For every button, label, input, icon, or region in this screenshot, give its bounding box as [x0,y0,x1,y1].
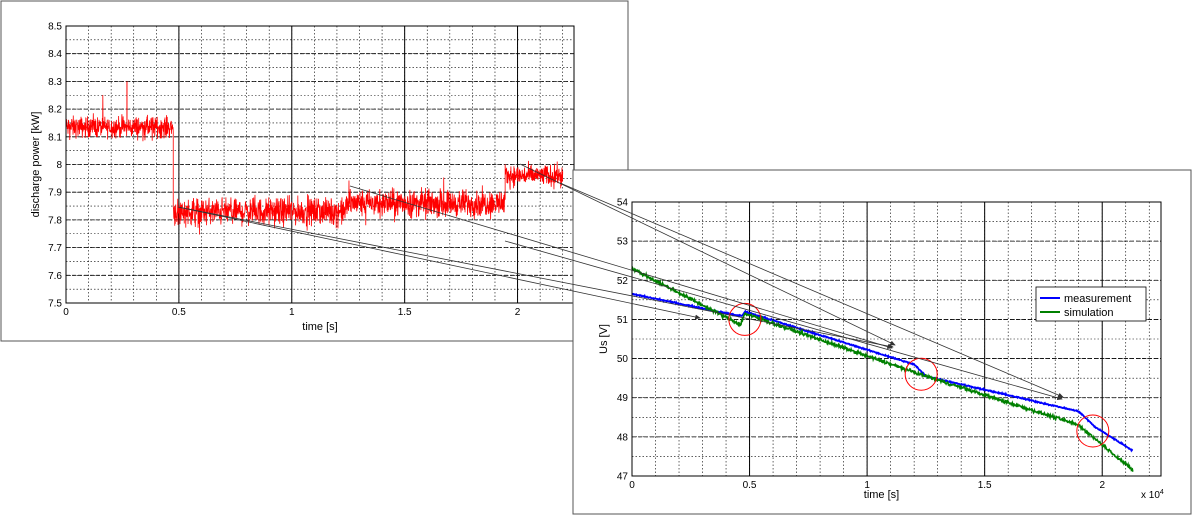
chart1-y-tick-label: 7.6 [48,271,62,282]
connector-arrow [177,206,701,320]
chart2-x-tick-label: 1.5 [978,480,992,491]
chart1-x-tick-label: 0 [63,307,69,318]
chart2-y-tick-label: 49 [617,393,629,404]
chart2-tick-labels: 0 0.5 1 1.5 2 47 48 49 50 51 52 53 54 [617,198,1106,492]
connector-arrow [559,182,1064,398]
chart1-y-tick-label: 8.5 [48,22,62,33]
chart1-y-tick-label: 8.3 [48,77,62,88]
chart2-annotation-circle [904,357,938,391]
chart1-y-tick-label: 7.8 [48,215,62,226]
connector-arrows [177,163,1064,400]
chart2-y-tick-label: 50 [617,354,629,365]
chart2-x-multiplier-base: x 10 [1141,490,1160,501]
chart1-y-tick-label: 8.2 [48,105,62,116]
connector-arrow [349,185,893,349]
chart1-y-tick-label: 7.9 [48,188,62,199]
chart2-legend: measurement simulation [1035,286,1147,322]
chart1-x-tick-label: 0.5 [172,307,186,318]
chart2-y-tick-label: 47 [617,472,629,483]
chart2-annotation-circle [728,302,762,336]
chart1-y-tick-label: 7.7 [48,243,62,254]
chart2-annotations [728,302,1110,448]
chart1-y-tick-label: 7.5 [48,299,62,310]
chart1-y-tick-label: 8.4 [48,49,62,60]
chart2-annotation-circle [1076,414,1110,448]
chart1-y-axis-label: discharge power [kW] [30,112,42,218]
connector-arrow [504,240,1063,400]
chart1-x-axis-label: time [s] [302,321,337,333]
chart2-legend-label-measurement: measurement [1064,293,1131,305]
chart2-x-axis-label: time [s] [864,489,899,501]
chart2-y-tick-label: 48 [617,432,629,443]
chart1-x-tick-label: 1.5 [398,307,412,318]
connector-arrow [177,206,894,349]
chart1-x-tick-label: 1 [289,307,295,318]
chart2-axes-box [631,201,1162,477]
chart1-series [65,81,564,235]
chart2-x-tick-label: 0.5 [743,480,757,491]
connector-arrow [519,163,896,346]
chart1-series-line [65,95,564,235]
chart2-x-tick-label: 2 [1099,480,1105,491]
chart2-legend-box [1035,286,1147,322]
chart2-y-tick-label: 53 [617,237,629,248]
chart2-x-tick-label: 0 [629,480,635,491]
chart1-tick-labels: 0 0.5 1 1.5 2 7.5 7.6 7.7 7.8 7.9 8 8.1 8.2 8.3 8.4 8.5 [48,22,521,319]
chart2-y-tick-label: 52 [617,276,629,287]
chart2-y-axis-label: Us [V] [598,324,610,354]
chart2-x-multiplier-exp: 4 [1160,489,1164,496]
chart2-y-tick-label: 54 [617,198,629,209]
chart1-axes-box [65,25,575,304]
chart2-x-multiplier: x 104 [1141,489,1164,501]
chart2-x-tick-label: 1 [864,480,870,491]
chart1-y-tick-label: 8.1 [48,132,62,143]
chart2-y-tick-label: 51 [617,315,629,326]
chart2-legend-label-simulation: simulation [1064,307,1114,319]
chart1-y-tick-label: 8 [56,160,62,171]
chart1-x-tick-label: 2 [515,307,521,318]
